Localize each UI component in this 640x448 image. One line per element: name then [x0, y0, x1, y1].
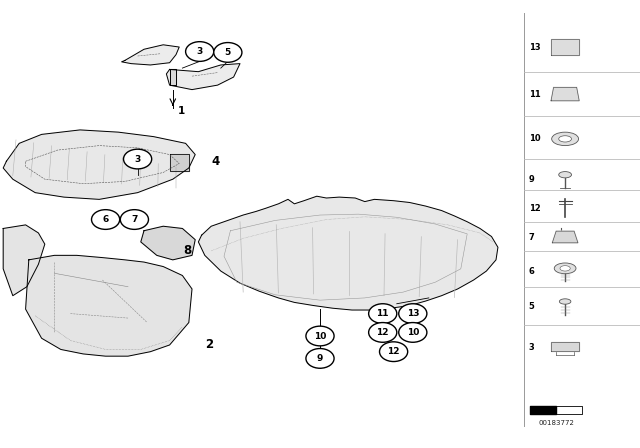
Circle shape [124, 149, 152, 169]
Circle shape [92, 210, 120, 229]
Text: 8: 8 [184, 244, 192, 258]
Text: 3: 3 [134, 155, 141, 164]
Polygon shape [3, 225, 45, 296]
Polygon shape [3, 130, 195, 199]
Text: 4: 4 [211, 155, 220, 168]
Text: 9: 9 [529, 175, 534, 184]
Polygon shape [551, 87, 579, 101]
Ellipse shape [554, 263, 576, 274]
Circle shape [306, 326, 334, 346]
Ellipse shape [560, 266, 570, 271]
Polygon shape [122, 45, 179, 65]
Text: 12: 12 [376, 328, 389, 337]
Circle shape [399, 304, 427, 323]
Circle shape [306, 349, 334, 368]
Circle shape [380, 342, 408, 362]
Text: 1: 1 [178, 106, 185, 116]
Circle shape [120, 210, 148, 229]
Polygon shape [166, 64, 240, 90]
Circle shape [186, 42, 214, 61]
Text: 9: 9 [317, 354, 323, 363]
Text: 10: 10 [314, 332, 326, 340]
Text: 10: 10 [406, 328, 419, 337]
Polygon shape [170, 154, 189, 171]
Text: 7: 7 [131, 215, 138, 224]
Ellipse shape [559, 136, 572, 142]
Polygon shape [198, 196, 498, 310]
Polygon shape [26, 255, 192, 356]
Text: 00183772: 00183772 [538, 420, 574, 426]
Polygon shape [551, 342, 579, 351]
Text: 12: 12 [529, 204, 540, 213]
Circle shape [369, 323, 397, 342]
Text: 6: 6 [102, 215, 109, 224]
Ellipse shape [559, 172, 572, 178]
Text: 13: 13 [406, 309, 419, 318]
Circle shape [399, 323, 427, 342]
Circle shape [369, 304, 397, 323]
Polygon shape [170, 69, 176, 85]
Text: 2: 2 [205, 338, 213, 352]
Text: 10: 10 [529, 134, 540, 143]
Text: 7: 7 [529, 233, 534, 242]
Text: 5: 5 [529, 302, 534, 311]
Text: 3: 3 [529, 343, 534, 352]
Ellipse shape [559, 299, 571, 304]
Text: 11: 11 [529, 90, 540, 99]
Circle shape [214, 43, 242, 62]
Polygon shape [141, 226, 195, 260]
Text: 3: 3 [196, 47, 203, 56]
Text: 6: 6 [529, 267, 534, 276]
Polygon shape [551, 39, 579, 55]
Text: 12: 12 [387, 347, 400, 356]
Text: 13: 13 [529, 43, 540, 52]
Text: 5: 5 [225, 48, 231, 57]
Polygon shape [552, 231, 578, 243]
Text: 11: 11 [376, 309, 389, 318]
Ellipse shape [552, 132, 579, 146]
